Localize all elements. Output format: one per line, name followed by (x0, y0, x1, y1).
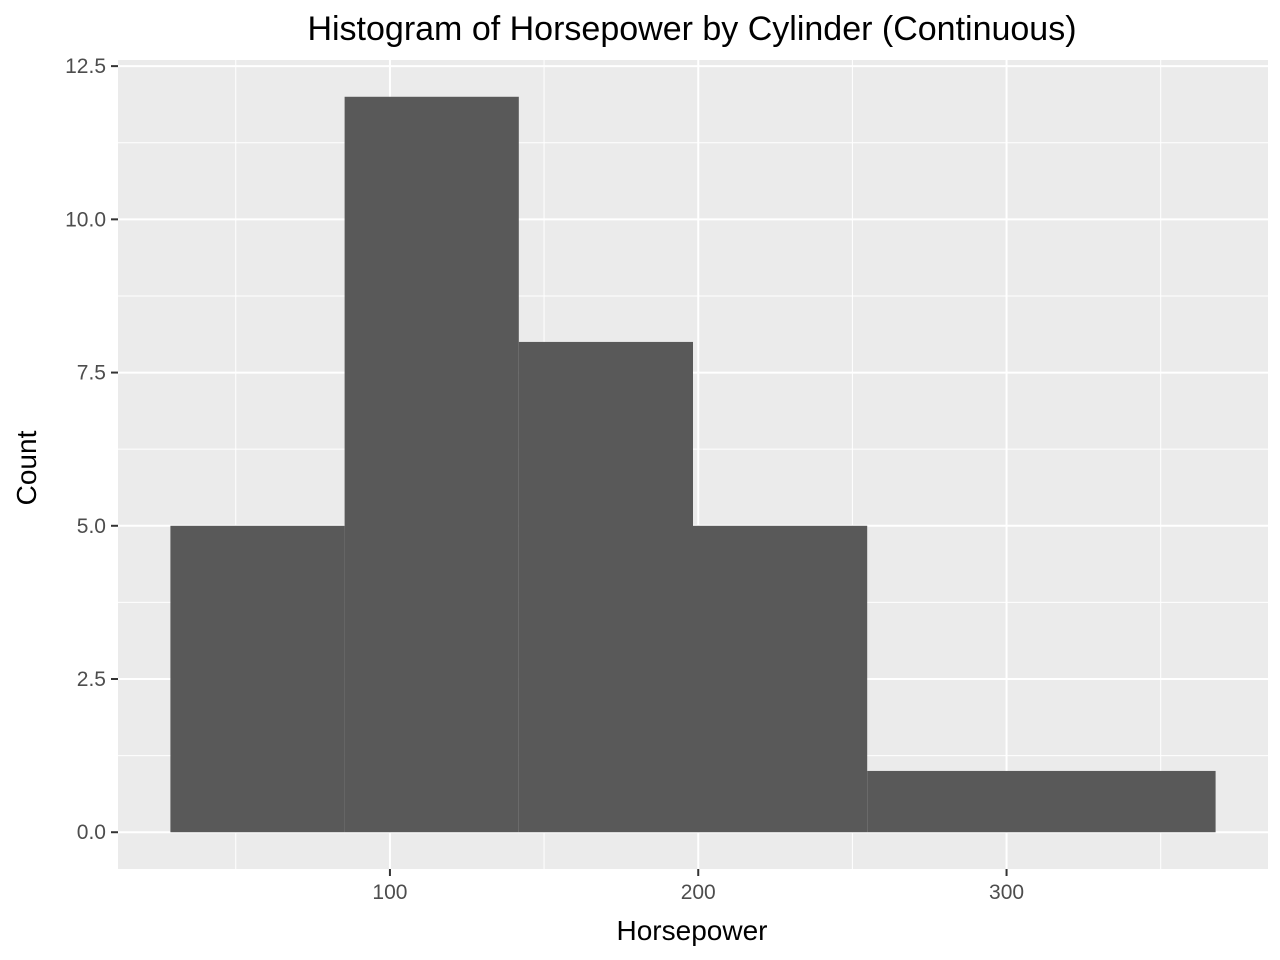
x-axis-title: Horsepower (617, 915, 768, 946)
y-tick-label: 0.0 (77, 821, 106, 844)
histogram-bars (170, 96, 1216, 833)
y-tick-label: 12.5 (65, 55, 106, 78)
x-tick-label: 100 (372, 881, 407, 904)
histogram-bar (693, 525, 868, 833)
y-tick-label: 5.0 (77, 515, 106, 538)
x-tick-label: 200 (681, 881, 716, 904)
histogram-bar (170, 525, 345, 833)
y-axis-title: Count (11, 430, 42, 505)
histogram-bar (518, 341, 693, 833)
chart-title: Histogram of Horsepower by Cylinder (Con… (307, 10, 1076, 48)
histogram-bar (867, 770, 1216, 833)
y-tick-label: 2.5 (77, 668, 106, 691)
y-tick-label: 7.5 (77, 362, 106, 385)
y-axis: 0.0 2.5 5.0 7.5 10.0 12.5 (65, 55, 118, 844)
y-tick-label: 10.0 (65, 208, 106, 231)
x-tick-label: 300 (989, 881, 1024, 904)
x-axis: 100 200 300 (372, 869, 1024, 904)
histogram-bar (344, 96, 519, 833)
